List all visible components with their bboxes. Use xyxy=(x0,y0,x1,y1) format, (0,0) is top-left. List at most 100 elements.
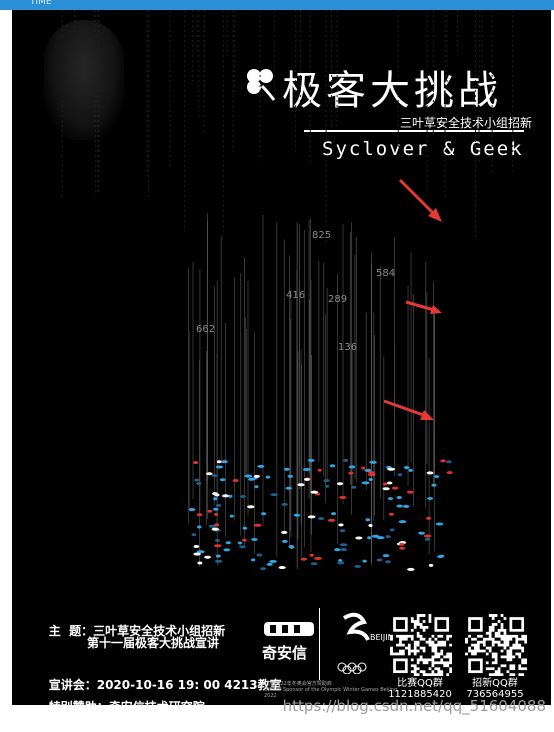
csdn-watermark: https://blog.csdn.net/qq_51604088 xyxy=(282,697,546,715)
viz-dot xyxy=(338,523,344,527)
topic-label: 主 题： xyxy=(48,624,94,638)
viz-dot xyxy=(389,528,395,532)
viz-label: 662 xyxy=(196,324,215,335)
viz-dot xyxy=(310,490,319,494)
viz-dot xyxy=(399,542,405,546)
qr-contest-label: 比赛QQ群 1121885420 xyxy=(380,674,460,700)
viz-dot xyxy=(351,485,357,489)
viz-label: 289 xyxy=(328,294,347,305)
viz-dot xyxy=(220,460,228,464)
viz-dot xyxy=(269,559,277,563)
title-divider xyxy=(304,130,524,132)
viz-dot xyxy=(300,557,307,561)
viz-dot xyxy=(382,487,390,491)
viz-dot xyxy=(361,481,370,485)
viz-dot xyxy=(193,544,200,548)
viz-dot xyxy=(283,467,290,471)
viz-dot xyxy=(329,464,336,468)
viz-dot xyxy=(368,523,373,527)
viz-dot xyxy=(339,548,348,552)
viz-dot xyxy=(222,494,229,498)
viz-dot xyxy=(331,512,337,516)
viz-dot xyxy=(297,483,305,487)
window-title: TIME xyxy=(30,0,52,7)
clover-logo-icon xyxy=(247,69,276,101)
viz-dot xyxy=(387,497,394,501)
viz-dot xyxy=(281,502,289,506)
beijing2022-logo: BEIJING 2022 xyxy=(324,610,423,680)
viz-dot xyxy=(336,482,344,486)
sponsor-value: 奇安信技术研究院 xyxy=(109,700,205,705)
viz-dot xyxy=(382,482,388,486)
viz-dot xyxy=(219,478,226,482)
viz-dot xyxy=(229,514,234,518)
viz-dot xyxy=(388,512,394,516)
viz-dot xyxy=(251,537,258,541)
topic-line2: 第十一届极客大挑战宣讲 xyxy=(87,636,220,650)
viz-dot xyxy=(214,559,223,563)
viz-dot xyxy=(385,535,391,539)
qr-recruit-label: 招新QQ群 736564955 xyxy=(455,674,535,700)
viz-dot xyxy=(362,559,367,563)
viz-dot xyxy=(396,496,403,500)
viz-dot xyxy=(237,541,243,545)
viz-dot xyxy=(232,478,239,482)
viz-dot xyxy=(435,522,444,526)
viz-dot xyxy=(386,481,393,485)
topic-line1: 三叶草安全技术小组招新 xyxy=(93,624,226,638)
viz-dot xyxy=(215,465,224,469)
viz-dot xyxy=(211,474,218,478)
viz-dot xyxy=(205,472,213,476)
viz-dot xyxy=(368,471,376,475)
viz-dot xyxy=(253,523,262,527)
viz-dot xyxy=(213,544,222,548)
viz-dot xyxy=(214,493,220,497)
viz-dot xyxy=(310,562,318,566)
viz-dot xyxy=(428,563,434,567)
viz-label: 136 xyxy=(338,342,357,353)
viz-dot xyxy=(247,505,255,509)
viz-label: 825 xyxy=(312,230,331,241)
viz-dot xyxy=(423,534,432,538)
lecture-value: 2020-10-16 19: 00 4213教室 xyxy=(96,678,282,692)
viz-dot xyxy=(325,484,330,488)
viz-dot xyxy=(387,467,396,471)
qr-contest-title: 比赛QQ群 xyxy=(397,678,443,689)
viz-dot xyxy=(242,538,247,542)
viz-dot xyxy=(208,524,217,528)
viz-dot xyxy=(339,543,348,547)
viz-dot xyxy=(293,513,301,517)
viz-dot xyxy=(397,473,403,477)
viz-dot xyxy=(376,558,383,562)
viz-dot xyxy=(244,474,253,478)
viz-dot xyxy=(339,495,347,499)
viz-dot xyxy=(213,507,219,511)
qr-code-recruit xyxy=(465,614,528,677)
viz-dot xyxy=(403,466,410,470)
viz-dot xyxy=(408,468,413,472)
data-visualization: 825 584 416 289 662 136 xyxy=(61,10,514,571)
sponsor-row: 特别赞助：奇安信技术研究院 xyxy=(32,684,205,705)
viz-dot xyxy=(253,474,260,478)
viz-label: 416 xyxy=(286,290,305,301)
viz-dot xyxy=(304,477,310,481)
viz-dot xyxy=(427,496,434,500)
lecture-row: 宣讲会：2020-10-16 19: 00 4213教室 xyxy=(32,662,282,705)
viz-dot xyxy=(239,494,246,498)
viz-dot xyxy=(225,541,232,545)
viz-dot xyxy=(437,555,443,559)
viz-dot xyxy=(323,479,330,483)
viz-dot xyxy=(265,475,271,479)
viz-dot xyxy=(334,548,341,552)
qr-code-contest xyxy=(390,614,453,677)
viz-dot xyxy=(251,558,256,562)
sponsor-caption-cn: 北京2022年冬奥会官方赞助商 xyxy=(264,681,332,687)
viz-dot xyxy=(361,466,366,470)
viz-dot xyxy=(257,464,265,468)
lecture-label: 宣讲会： xyxy=(48,678,97,692)
viz-dot xyxy=(445,460,452,464)
viz-dot xyxy=(406,490,414,494)
qianxin-name: 奇安信 xyxy=(262,644,308,662)
viz-dot xyxy=(369,460,377,464)
viz-dot xyxy=(281,530,288,534)
